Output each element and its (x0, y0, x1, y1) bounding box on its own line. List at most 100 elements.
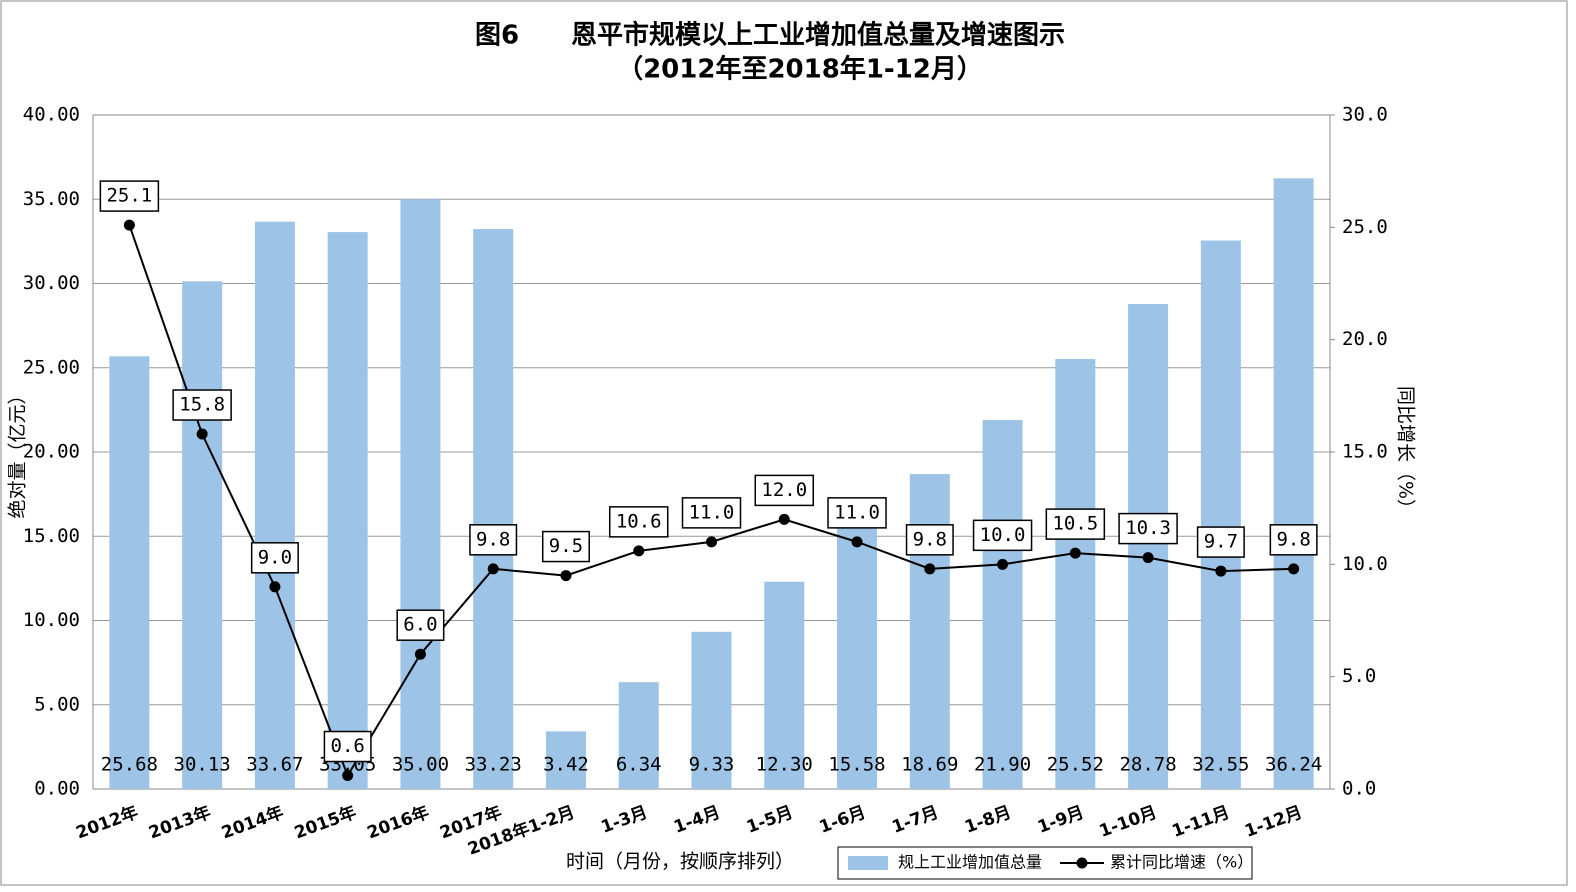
legend-swatch-marker (1076, 857, 1088, 869)
bar-value-label: 25.52 (1047, 754, 1104, 776)
bar (1128, 304, 1169, 789)
y-tick-label: 5.00 (34, 693, 80, 715)
y-tick-label: 40.00 (23, 104, 80, 126)
bar (691, 631, 732, 789)
line-label-box (905, 524, 954, 556)
bar-value-label: 36.24 (1265, 754, 1322, 776)
bar (327, 232, 368, 790)
line-label-box (1196, 526, 1245, 558)
line-value-label: 9.7 (1204, 531, 1238, 553)
chart-title: 图6 恩平市规模以上工业增加值总量及增速图示 (475, 20, 1065, 51)
y2-tick-label: 15.0 (1342, 441, 1388, 463)
bar (109, 356, 150, 789)
bar-value-label: 33.67 (246, 754, 303, 776)
line-value-label: 10.6 (616, 510, 662, 532)
line-marker (633, 545, 645, 557)
line-label-box (608, 506, 669, 538)
bar-value-label: 21.90 (974, 754, 1031, 776)
line-label-box (1045, 508, 1106, 540)
legend-swatch (848, 856, 888, 870)
bar (545, 731, 586, 789)
y2-tick-label: 25.0 (1342, 216, 1388, 238)
chart-subtitle: （2012年至2018年1-12月） (617, 54, 983, 85)
y-tick-label: 25.00 (23, 356, 80, 378)
line-marker (1069, 547, 1081, 559)
bar-value-label: 30.13 (174, 754, 231, 776)
line-marker (123, 219, 135, 231)
bar-value-label: 35.00 (392, 754, 449, 776)
y-tick-label: 10.00 (23, 609, 80, 631)
line-value-label: 10.0 (980, 524, 1026, 546)
line-marker (1215, 565, 1227, 577)
line-value-label: 6.0 (403, 614, 437, 636)
bar (473, 229, 514, 790)
bar (982, 419, 1023, 789)
line-value-label: 9.8 (1276, 528, 1310, 550)
y-tick-label: 15.00 (23, 525, 80, 547)
legend-label: 规上工业增加值总量 (898, 853, 1042, 872)
line-label-box (396, 609, 445, 641)
y2-axis-label: 同比增长（%） (1395, 386, 1417, 518)
bar-value-label: 28.78 (1119, 754, 1176, 776)
y-tick-label: 20.00 (23, 441, 80, 463)
legend-box (837, 846, 1253, 880)
line-label-box (827, 497, 887, 529)
line-marker (1142, 552, 1154, 564)
y2-tick-label: 10.0 (1342, 553, 1388, 575)
bar (909, 474, 950, 789)
line-label-box (99, 180, 160, 212)
line-value-label: 9.5 (549, 535, 583, 557)
line-value-label: 10.5 (1052, 513, 1098, 535)
line-value-label: 12.0 (761, 479, 807, 501)
line-marker (706, 536, 717, 548)
bar (764, 581, 805, 789)
bar-value-label: 6.34 (616, 754, 662, 776)
y-tick-label: 30.00 (23, 272, 80, 294)
line-label-box (1118, 512, 1178, 545)
bar-value-label: 15.58 (828, 754, 885, 776)
line-marker (196, 428, 208, 440)
line-marker (924, 563, 936, 575)
bar (400, 199, 441, 789)
line-label-box (1269, 524, 1318, 556)
line-label-box (972, 519, 1033, 552)
y-axis-label: 绝对量（亿元） (7, 385, 29, 518)
y2-tick-label: 5.0 (1342, 665, 1376, 687)
bar (1055, 358, 1096, 789)
line-value-label: 10.3 (1125, 517, 1171, 539)
line-label-box (323, 730, 372, 763)
y2-tick-label: 0.0 (1342, 778, 1376, 800)
line-value-label: 25.1 (106, 185, 152, 207)
bar (1200, 240, 1241, 790)
bar-value-label: 25.68 (101, 754, 158, 776)
bar (618, 682, 659, 789)
line-value-label: 9.0 (258, 546, 292, 568)
line-label-box (172, 389, 232, 421)
line-label-box (541, 530, 590, 563)
line-marker (414, 648, 426, 660)
line-value-label: 0.6 (331, 735, 365, 757)
bar-value-label: 33.23 (465, 754, 522, 776)
x-axis-label: 时间（月份，按顺序排列） (566, 851, 794, 873)
line-marker (342, 770, 354, 782)
bar (1273, 178, 1314, 789)
line-value-label: 11.0 (689, 501, 735, 523)
bar-value-label: 18.69 (901, 754, 958, 776)
bar-value-label: 32.55 (1192, 754, 1249, 776)
line-value-label: 11.0 (834, 501, 880, 523)
line-label-box (681, 497, 742, 529)
line-label-box (250, 542, 299, 574)
line-label-box (469, 524, 518, 556)
line-value-label: 9.8 (913, 528, 947, 550)
line-marker (269, 581, 281, 593)
line-value-label: 15.8 (179, 394, 225, 416)
legend-label: 累计同比增速（%） (1110, 853, 1253, 872)
line-marker (1288, 563, 1300, 575)
bar (254, 221, 295, 789)
bar-value-label: 9.33 (689, 754, 735, 776)
line-marker (487, 563, 499, 575)
bar (837, 526, 878, 789)
line-value-label: 9.8 (476, 528, 510, 550)
